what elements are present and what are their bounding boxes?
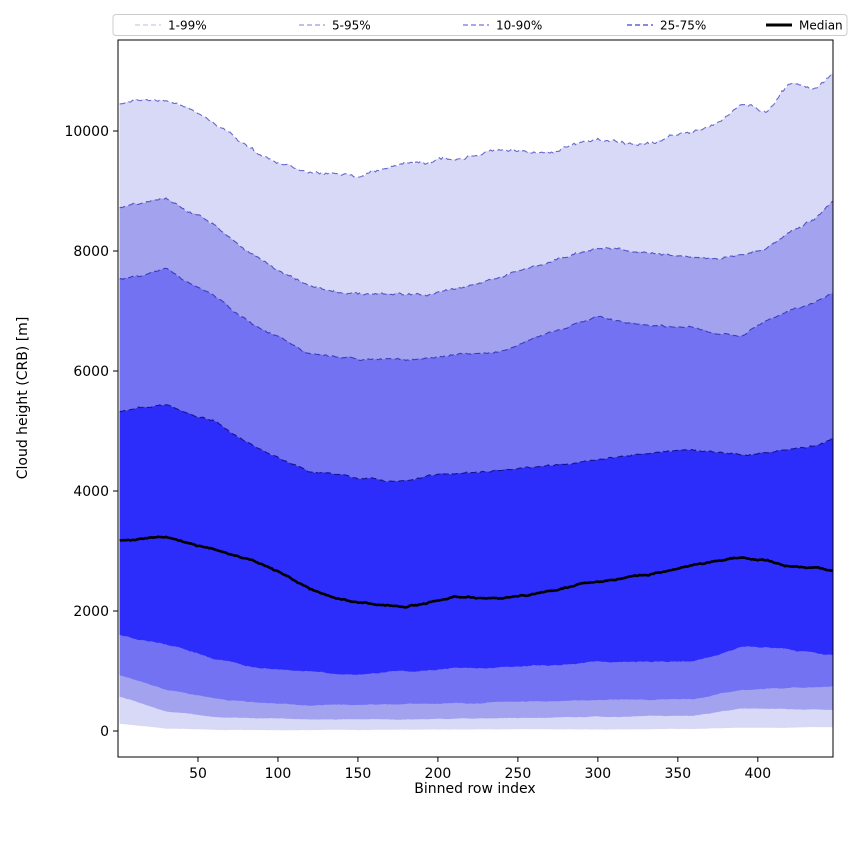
legend-item-5-95: 5-95% <box>299 19 371 33</box>
legend-label: 1-99% <box>168 19 207 33</box>
legend-item-1-99: 1-99% <box>135 19 207 33</box>
x-tick-label: 150 <box>345 766 372 782</box>
legend-label: 10-90% <box>496 19 542 33</box>
legend-item-10-90: 10-90% <box>463 19 542 33</box>
y-tick-label: 4000 <box>73 484 109 500</box>
legend-label: Median <box>799 19 843 33</box>
legend-item-Median: Median <box>766 19 843 33</box>
legend-label: 25-75% <box>660 19 706 33</box>
x-tick-label: 400 <box>744 766 771 782</box>
percentile-line-p99 <box>119 72 833 178</box>
x-tick-label: 350 <box>664 766 691 782</box>
axes-layer: 50 100 150 200 250 300 350 40002000400060008000… <box>64 39 834 782</box>
percentile-line-p90 <box>119 267 833 362</box>
x-axis-label: Binned row index <box>414 781 535 797</box>
median-line <box>119 535 833 609</box>
x-tick-label: 50 <box>189 766 207 782</box>
x-tick-label: 200 <box>425 766 452 782</box>
y-axis-label: Cloud height (CRB) [m] <box>15 317 31 480</box>
x-tick-label: 100 <box>265 766 292 782</box>
percentile-bands-layer <box>119 73 833 731</box>
x-tick-label: 300 <box>584 766 611 782</box>
y-tick-label: 2000 <box>73 604 109 620</box>
percentile-line-p95 <box>119 197 833 297</box>
legend-label: 5-95% <box>332 19 371 33</box>
y-tick-label: 8000 <box>73 244 109 260</box>
legend: 1-99% 5-95% 10-90% 25-75% Median <box>112 14 848 36</box>
band-25-75 <box>119 404 833 675</box>
y-tick-label: 6000 <box>73 364 109 380</box>
percentile-line-p75 <box>119 404 833 483</box>
legend-item-25-75: 25-75% <box>627 19 706 33</box>
y-tick-label: 10000 <box>64 124 109 140</box>
percentile-lines-layer <box>119 72 833 609</box>
x-tick-label: 250 <box>505 766 532 782</box>
plot-frame <box>117 39 834 758</box>
y-tick-label: 0 <box>100 724 109 740</box>
